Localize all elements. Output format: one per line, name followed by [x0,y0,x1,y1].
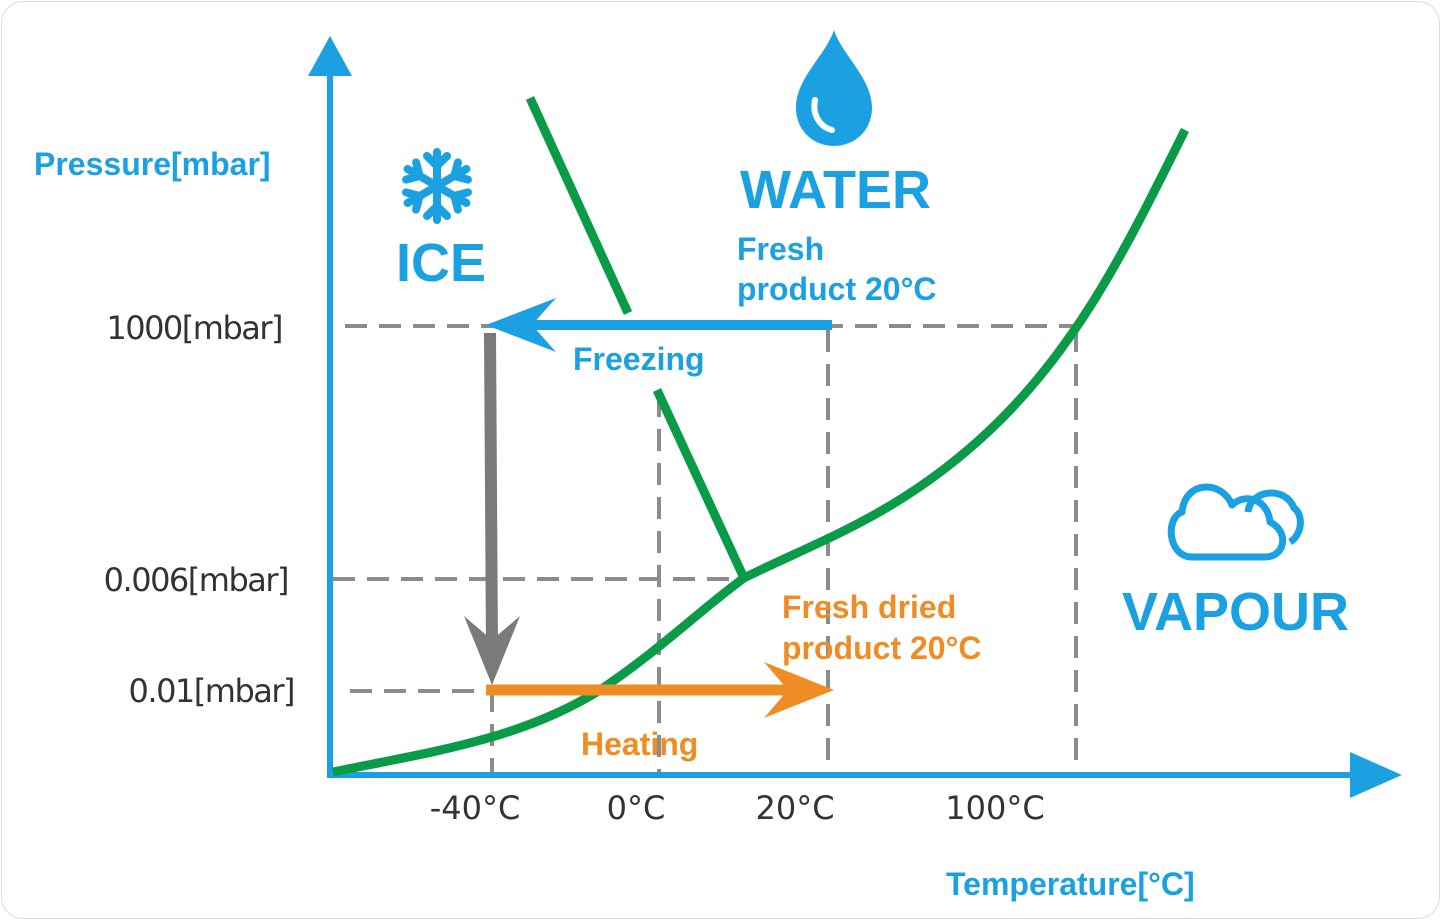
y-axis-arrowhead [308,36,352,76]
ice-label: ICE [396,233,486,293]
guide-lines [333,324,1078,775]
pressure-drop-arrow [464,332,520,685]
x-tick-100: 100°C [945,789,1044,827]
y-tick-1000: 1000[mbar] [106,309,282,347]
fresh-dried-line2: product 20°C [782,630,981,666]
melting-curve-lower [652,388,749,580]
snowflake-icon [402,148,472,224]
cloud-icon [1167,483,1304,561]
x-axis-title: Temperature[°C] [946,866,1195,902]
x-tick-20: 20°C [755,789,834,827]
fresh-dried-line1: Fresh dried [782,589,956,625]
freezing-arrow [486,298,832,352]
vapour-label: VAPOUR [1122,582,1349,642]
vaporization-curve [332,127,1190,777]
y-axis-title: Pressure[mbar] [34,146,271,182]
axes [308,36,1402,798]
y-tick-001: 0.01[mbar] [129,672,294,710]
y-tick-0006: 0.006[mbar] [104,561,288,599]
heating-arrow [486,662,834,718]
x-axis-arrowhead [1350,752,1402,798]
water-label: WATER [740,160,931,220]
fresh-product-line1: Fresh [737,231,824,267]
x-tick-minus40: -40°C [430,789,521,827]
heating-arrowhead [764,662,834,718]
fresh-product-line2: product 20°C [737,271,936,307]
freezing-arrowhead [486,298,556,352]
freezing-label: Freezing [573,341,705,377]
x-tick-0: 0°C [607,789,666,827]
pressure-drop-arrowhead [464,616,520,685]
water-drop-icon [796,30,872,146]
heating-label: Heating [581,726,698,762]
melting-curve-upper [525,96,633,315]
phase-boundaries [332,96,1190,777]
